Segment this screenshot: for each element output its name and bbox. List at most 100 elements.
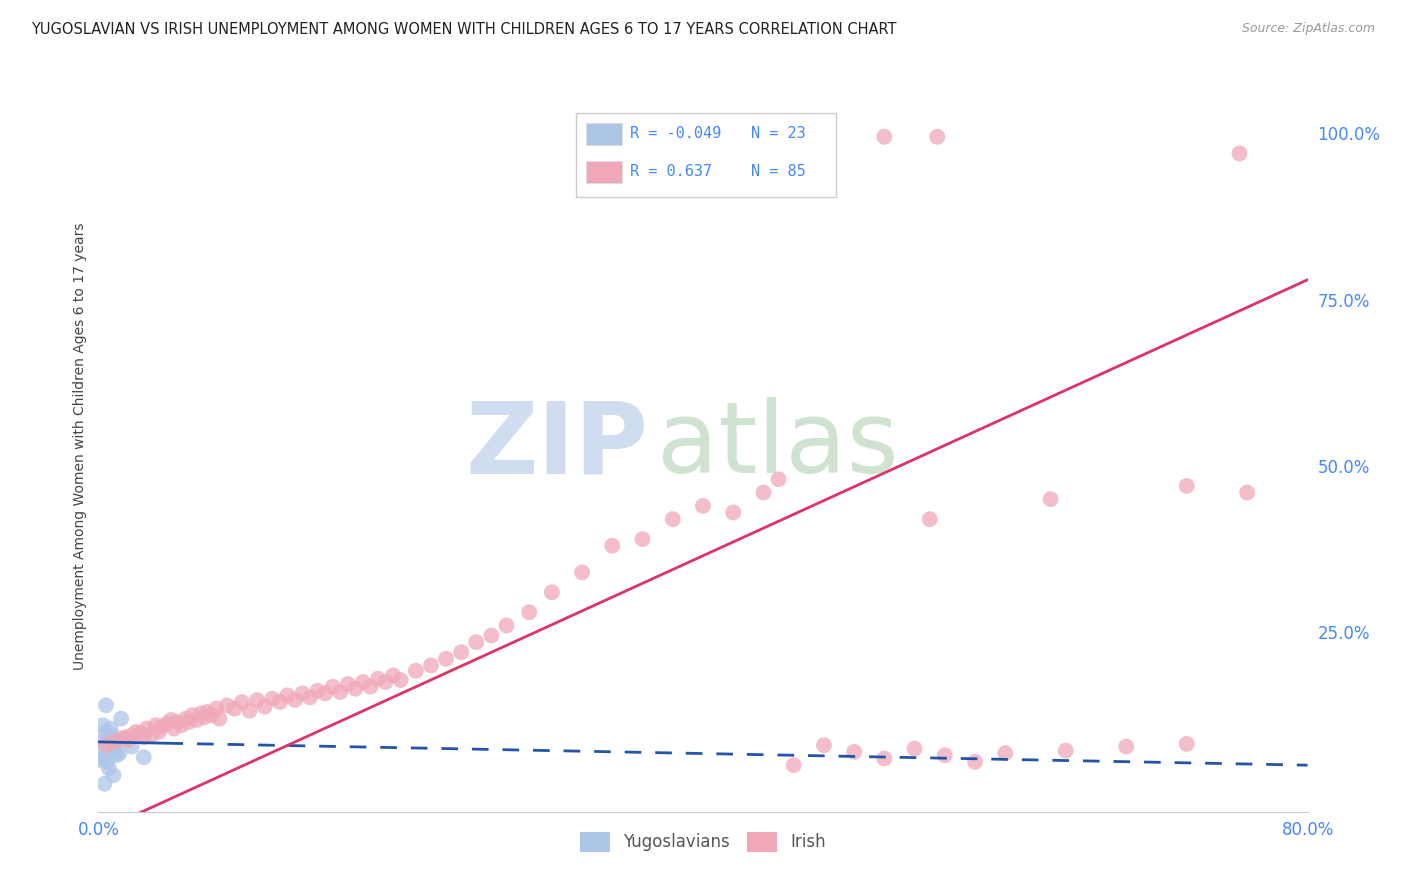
Point [284, 693, 307, 707]
Point [631, 532, 654, 546]
Point [201, 708, 224, 723]
Point [135, 722, 157, 736]
Point [108, 746, 131, 760]
Point [692, 499, 714, 513]
Point [118, 732, 141, 747]
Point [141, 728, 163, 742]
Point [1236, 485, 1258, 500]
Point [94, 698, 117, 713]
Point [344, 681, 367, 696]
Point [166, 714, 188, 729]
Point [269, 695, 291, 709]
Point [98, 731, 121, 746]
Point [110, 712, 132, 726]
Point [934, 748, 956, 763]
Point [322, 680, 344, 694]
Bar [586, 161, 621, 183]
Point [382, 668, 405, 682]
Point [104, 743, 127, 757]
Point [125, 725, 148, 739]
Point [105, 748, 128, 763]
Point [145, 718, 167, 732]
Point [299, 690, 322, 705]
Point [155, 717, 177, 731]
Point [181, 708, 204, 723]
Text: R = 0.637: R = 0.637 [630, 164, 713, 179]
Point [110, 731, 132, 746]
Point [193, 710, 215, 724]
Point [783, 758, 806, 772]
Point [190, 706, 212, 721]
Text: YUGOSLAVIAN VS IRISH UNEMPLOYMENT AMONG WOMEN WITH CHILDREN AGES 6 TO 17 YEARS C: YUGOSLAVIAN VS IRISH UNEMPLOYMENT AMONG … [31, 22, 897, 37]
Y-axis label: Unemployment Among Women with Children Ages 6 to 17 years: Unemployment Among Women with Children A… [73, 222, 87, 670]
Point [121, 739, 143, 754]
Point [231, 695, 253, 709]
Text: R = -0.049: R = -0.049 [630, 126, 721, 141]
Point [360, 680, 382, 694]
Legend: Yugoslavians, Irish: Yugoslavians, Irish [574, 826, 832, 858]
Point [723, 506, 745, 520]
Point [374, 675, 396, 690]
Point [450, 645, 472, 659]
Point [367, 672, 389, 686]
Point [94, 738, 117, 752]
Point [517, 605, 540, 619]
Point [994, 746, 1017, 760]
Point [114, 732, 136, 747]
Point [93, 777, 115, 791]
Point [752, 485, 775, 500]
Point [239, 704, 262, 718]
Point [246, 693, 269, 707]
Point [873, 751, 896, 765]
Point [844, 745, 866, 759]
Point [965, 755, 987, 769]
Point [927, 129, 949, 144]
Text: N = 85: N = 85 [751, 164, 806, 179]
Point [103, 768, 125, 782]
Point [208, 712, 231, 726]
Point [1054, 743, 1077, 757]
Point [89, 753, 111, 767]
Point [253, 699, 276, 714]
Point [224, 701, 246, 715]
Text: N = 23: N = 23 [751, 126, 806, 141]
Point [93, 741, 115, 756]
Point [389, 673, 412, 687]
Point [90, 735, 112, 749]
Point [314, 686, 336, 700]
Point [873, 129, 896, 144]
Point [495, 618, 517, 632]
Point [571, 566, 593, 580]
Point [163, 722, 186, 736]
Point [602, 539, 624, 553]
Point [160, 713, 183, 727]
Point [481, 628, 503, 642]
Point [1115, 739, 1137, 754]
Point [150, 720, 173, 734]
Point [103, 735, 125, 749]
Point [98, 762, 121, 776]
Point [96, 755, 118, 769]
Point [195, 705, 218, 719]
Point [276, 689, 298, 703]
Point [148, 725, 170, 739]
Point [132, 750, 155, 764]
Point [100, 731, 122, 745]
Point [329, 685, 352, 699]
Text: ZIP: ZIP [465, 398, 648, 494]
Point [262, 691, 284, 706]
Point [352, 675, 374, 690]
Point [170, 718, 193, 732]
Point [1175, 737, 1198, 751]
Point [918, 512, 941, 526]
Text: Source: ZipAtlas.com: Source: ZipAtlas.com [1241, 22, 1375, 36]
Point [661, 512, 683, 526]
Point [94, 725, 117, 739]
Point [129, 726, 152, 740]
Point [405, 664, 427, 678]
Text: atlas: atlas [657, 398, 898, 494]
Point [205, 701, 228, 715]
Point [1039, 492, 1062, 507]
Point [215, 698, 238, 713]
Point [121, 728, 143, 742]
